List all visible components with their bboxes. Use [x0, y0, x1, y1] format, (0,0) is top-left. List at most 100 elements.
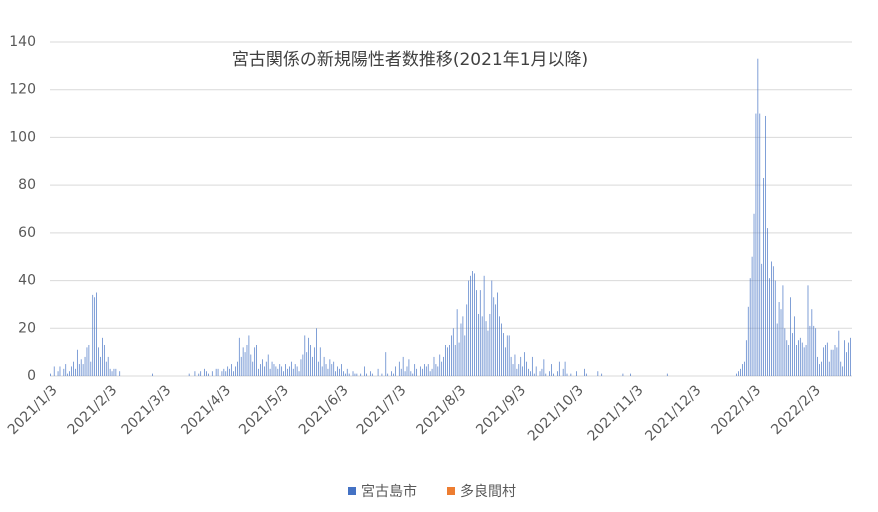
bar: [840, 361, 842, 376]
bar: [533, 373, 535, 376]
bar: [464, 335, 466, 376]
bar: [73, 361, 74, 376]
bar: [360, 373, 362, 376]
bar: [844, 340, 845, 376]
bar: [69, 371, 70, 376]
bar: [846, 352, 847, 376]
bar: [354, 373, 356, 376]
bar: [71, 366, 72, 376]
bar: [429, 371, 431, 376]
bar: [290, 361, 292, 376]
bar: [314, 347, 315, 376]
bar: [208, 373, 209, 376]
bar: [366, 373, 367, 376]
bar: [516, 368, 518, 376]
bar: [111, 371, 113, 376]
bar: [774, 280, 776, 376]
bar: [211, 371, 213, 376]
bar: [813, 325, 815, 376]
bar: [780, 309, 782, 376]
bar: [474, 273, 475, 376]
bar: [742, 364, 743, 376]
bar: [337, 366, 338, 376]
bar: [215, 368, 217, 376]
bar: [445, 344, 446, 376]
bar: [346, 368, 348, 376]
bar: [456, 309, 458, 376]
bar: [539, 371, 541, 376]
bar: [335, 371, 337, 376]
bar: [221, 371, 223, 376]
bar: [90, 361, 92, 376]
bar: [468, 280, 470, 376]
bar: [622, 373, 624, 376]
bar: [206, 371, 207, 376]
x-tick-label: 2021/8/3: [414, 382, 470, 438]
bar: [803, 347, 805, 376]
bar: [472, 271, 473, 376]
y-tick-label: 0: [27, 368, 36, 384]
bar: [744, 361, 745, 376]
bar: [233, 371, 234, 376]
bar: [518, 364, 520, 376]
bar: [441, 361, 443, 376]
bar: [223, 368, 225, 376]
bar: [798, 340, 799, 376]
bar: [765, 115, 766, 376]
bar: [242, 347, 244, 376]
bar: [786, 340, 788, 376]
x-tick-label: 2021/7/3: [354, 382, 410, 438]
bar: [828, 361, 830, 376]
bar: [485, 321, 487, 376]
bar: [821, 361, 822, 376]
bar: [92, 294, 94, 376]
bar: [279, 364, 281, 376]
bar: [317, 361, 319, 376]
bar: [506, 335, 508, 376]
bar: [489, 313, 491, 376]
bar: [562, 368, 564, 376]
bar: [96, 292, 97, 376]
bar: [503, 333, 504, 376]
bar: [551, 364, 552, 376]
bar: [364, 366, 365, 376]
bar: [745, 340, 747, 376]
bar: [416, 368, 417, 376]
bar: [410, 371, 412, 376]
x-tick-label: 2021/3/3: [119, 382, 175, 438]
bar: [238, 337, 240, 376]
bar: [310, 344, 311, 376]
bar: [747, 306, 749, 376]
bar: [289, 366, 290, 376]
bar: [339, 368, 340, 376]
bar: [566, 373, 568, 376]
bar: [850, 337, 851, 376]
bar: [740, 368, 741, 376]
bar: [194, 371, 196, 376]
bar: [437, 366, 439, 376]
bar: [825, 344, 826, 376]
bar: [454, 344, 456, 376]
bar: [819, 364, 820, 376]
bar: [84, 356, 86, 376]
bar: [510, 356, 512, 376]
y-tick-label: 20: [18, 320, 36, 336]
bar: [761, 263, 763, 376]
bar: [265, 361, 267, 376]
bar: [371, 373, 373, 376]
bar: [738, 371, 739, 376]
chart-title: 宮古関係の新規陽性者数推移(2021年1月以降): [232, 50, 588, 70]
bar: [788, 344, 790, 376]
bar: [483, 275, 485, 376]
bar: [356, 373, 358, 376]
bar: [476, 290, 477, 376]
bar: [263, 366, 265, 376]
bar: [805, 344, 807, 376]
x-tick-label: 2022/1/3: [709, 382, 765, 438]
bar: [333, 361, 335, 376]
bar: [113, 368, 115, 376]
bar: [76, 349, 78, 376]
bar: [811, 309, 813, 376]
bar: [98, 347, 99, 376]
